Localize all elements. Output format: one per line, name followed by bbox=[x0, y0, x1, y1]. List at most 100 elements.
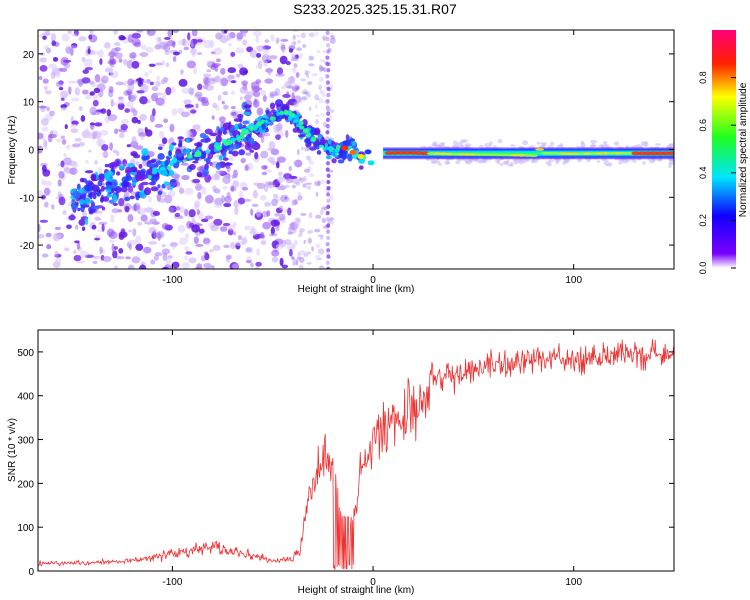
spectrogram-noise-blob bbox=[308, 32, 315, 38]
spectrogram-noise-blob bbox=[100, 152, 109, 156]
spectrogram-ridge-blob bbox=[182, 148, 187, 156]
spectrogram-noise-blob bbox=[48, 133, 57, 139]
spectrogram-noise-blob bbox=[255, 261, 262, 267]
spectrogram-noise-blob bbox=[171, 244, 176, 250]
spectrogram-noise-blob bbox=[307, 251, 311, 254]
spectrogram-noise-blob bbox=[196, 39, 203, 43]
spectrogram-ridge-blob bbox=[78, 199, 86, 205]
spectrogram-ridge-blob bbox=[120, 186, 128, 193]
spectrogram-noise-blob bbox=[264, 181, 273, 187]
spectrogram-ridge-blob bbox=[234, 123, 239, 132]
spectrogram-noise-blob bbox=[120, 118, 129, 125]
spectrogram-ridge-core bbox=[347, 145, 353, 150]
spectrogram-noise-blob bbox=[245, 91, 255, 98]
spectrogram-ridge-blob bbox=[228, 150, 233, 155]
spectrogram-ridge-blob bbox=[83, 193, 87, 199]
spectrogram-noise-blob bbox=[114, 265, 118, 269]
spectrogram-noise-blob bbox=[131, 38, 141, 46]
colorbar-tick-label: 0.4 bbox=[698, 167, 708, 180]
spectrogram-noise-blob bbox=[292, 243, 296, 249]
spectrogram-noise-blob bbox=[97, 229, 103, 233]
spectrogram-noise-blob bbox=[245, 260, 252, 263]
spectrogram-ridge-blob bbox=[202, 169, 210, 176]
spectrogram-noise-blob bbox=[290, 75, 294, 84]
spectrogram-track-core bbox=[529, 154, 539, 158]
snr-marks bbox=[38, 338, 674, 570]
spectrogram-ridge-core bbox=[245, 129, 249, 135]
spectrogram-noise-blob bbox=[142, 79, 152, 84]
spectrogram-noise-blob bbox=[271, 256, 279, 263]
spectrogram-noise-blob bbox=[138, 163, 143, 169]
spectrogram-noise-blob bbox=[195, 243, 204, 247]
spectrogram-noise-blob bbox=[291, 199, 298, 206]
spectrogram-noise-blob bbox=[117, 97, 125, 105]
spectrogram-noise-blob bbox=[110, 214, 115, 223]
spectrogram-noise-blob bbox=[99, 246, 103, 255]
spectrogram-noise-blob bbox=[149, 69, 153, 74]
spectrogram-noise-blob bbox=[140, 261, 146, 266]
spectrogram-noise-blob bbox=[41, 126, 49, 132]
snr-y-tick-label: 400 bbox=[17, 392, 34, 403]
spectrogram-noise-blob bbox=[296, 217, 301, 223]
spectrogram-noise-blob bbox=[134, 145, 144, 151]
spectrogram-knot bbox=[349, 149, 357, 155]
snr-x-axis-label: Height of straight line (km) bbox=[298, 585, 415, 596]
spectrogram-noise-blob bbox=[211, 64, 220, 68]
spectrogram-noise-blob bbox=[245, 152, 252, 156]
spectrogram-ridge-blob bbox=[150, 186, 159, 192]
spectrogram-track-halo bbox=[479, 144, 484, 148]
spectrogram-noise-blob bbox=[100, 108, 107, 114]
spectrogram-ridge-blob bbox=[101, 206, 106, 211]
spectrogram-ridge-blob bbox=[104, 163, 110, 168]
spectrogram-noise-blob bbox=[127, 78, 135, 86]
spectrogram-noise-blob bbox=[306, 185, 312, 190]
spectrogram-noise-blob bbox=[38, 223, 41, 233]
spectrogram-noise-blob bbox=[270, 33, 275, 42]
spectrogram-noise-blob bbox=[307, 158, 313, 163]
spectrogram-noise-blob bbox=[273, 124, 280, 133]
spectrogram-ridge-blob bbox=[178, 139, 183, 147]
spectrogram-noise-blob bbox=[230, 51, 236, 57]
spectrogram-noise-blob bbox=[297, 40, 301, 44]
spectrogram-ridge-core bbox=[359, 158, 365, 164]
spectrogram-noise-blob bbox=[127, 264, 135, 269]
spectrogram-noise-blob bbox=[305, 155, 311, 160]
spectrogram-noise-blob bbox=[293, 63, 298, 68]
spectrogram-ridge-core bbox=[283, 109, 289, 115]
spectrogram-noise-blob bbox=[178, 237, 188, 246]
spectrogram-noise-blob bbox=[44, 90, 52, 95]
spectrogram-noise-blob bbox=[295, 181, 301, 186]
spectrogram-ridge-core bbox=[236, 136, 242, 143]
spectrogram-noise-blob bbox=[239, 96, 243, 101]
spectrogram-noise-blob bbox=[285, 91, 290, 99]
figure-title: S233.2025.325.15.31.R07 bbox=[293, 1, 457, 17]
spectrogram-ridge-blob bbox=[130, 166, 138, 173]
spectrogram-noise-blob bbox=[60, 160, 65, 168]
spectrogram-noise-blob bbox=[263, 59, 269, 67]
spectrogram-noise-blob bbox=[227, 67, 237, 74]
spectrogram-noise-blob bbox=[263, 165, 267, 170]
spectrogram-noise-blob bbox=[308, 173, 315, 178]
spectrogram-noise-blob bbox=[320, 265, 325, 269]
spectrogram-noise-blob bbox=[228, 42, 232, 47]
spectrogram-noise-blob bbox=[210, 224, 219, 232]
spectrogram-noise-blob bbox=[102, 256, 112, 263]
spectrogram-track-halo bbox=[613, 141, 620, 146]
spectrogram-noise-blob bbox=[213, 76, 222, 83]
spectrogram-noise-blob bbox=[318, 97, 324, 104]
spectrogram-streak-blob bbox=[325, 117, 330, 123]
spectrogram-noise-blob bbox=[211, 115, 215, 120]
spectrogram-ridge-blob bbox=[331, 158, 337, 164]
spectrogram-ridge-core bbox=[293, 119, 298, 124]
spectrogram-noise-blob bbox=[311, 72, 318, 77]
spectrogram-noise-blob bbox=[167, 30, 173, 37]
spectrogram-noise-blob bbox=[291, 256, 295, 260]
spectrogram-noise-blob bbox=[285, 61, 291, 66]
spectrogram-noise-blob bbox=[210, 265, 215, 269]
spectrogram-noise-blob bbox=[84, 128, 89, 134]
spectrogram-noise-blob bbox=[318, 77, 325, 83]
spectrogram-ridge-blob bbox=[95, 189, 102, 193]
spectrogram-noise-blob bbox=[231, 90, 235, 96]
spectrogram-noise-blob bbox=[301, 96, 308, 101]
spectrogram-ridge-blob bbox=[185, 148, 191, 155]
